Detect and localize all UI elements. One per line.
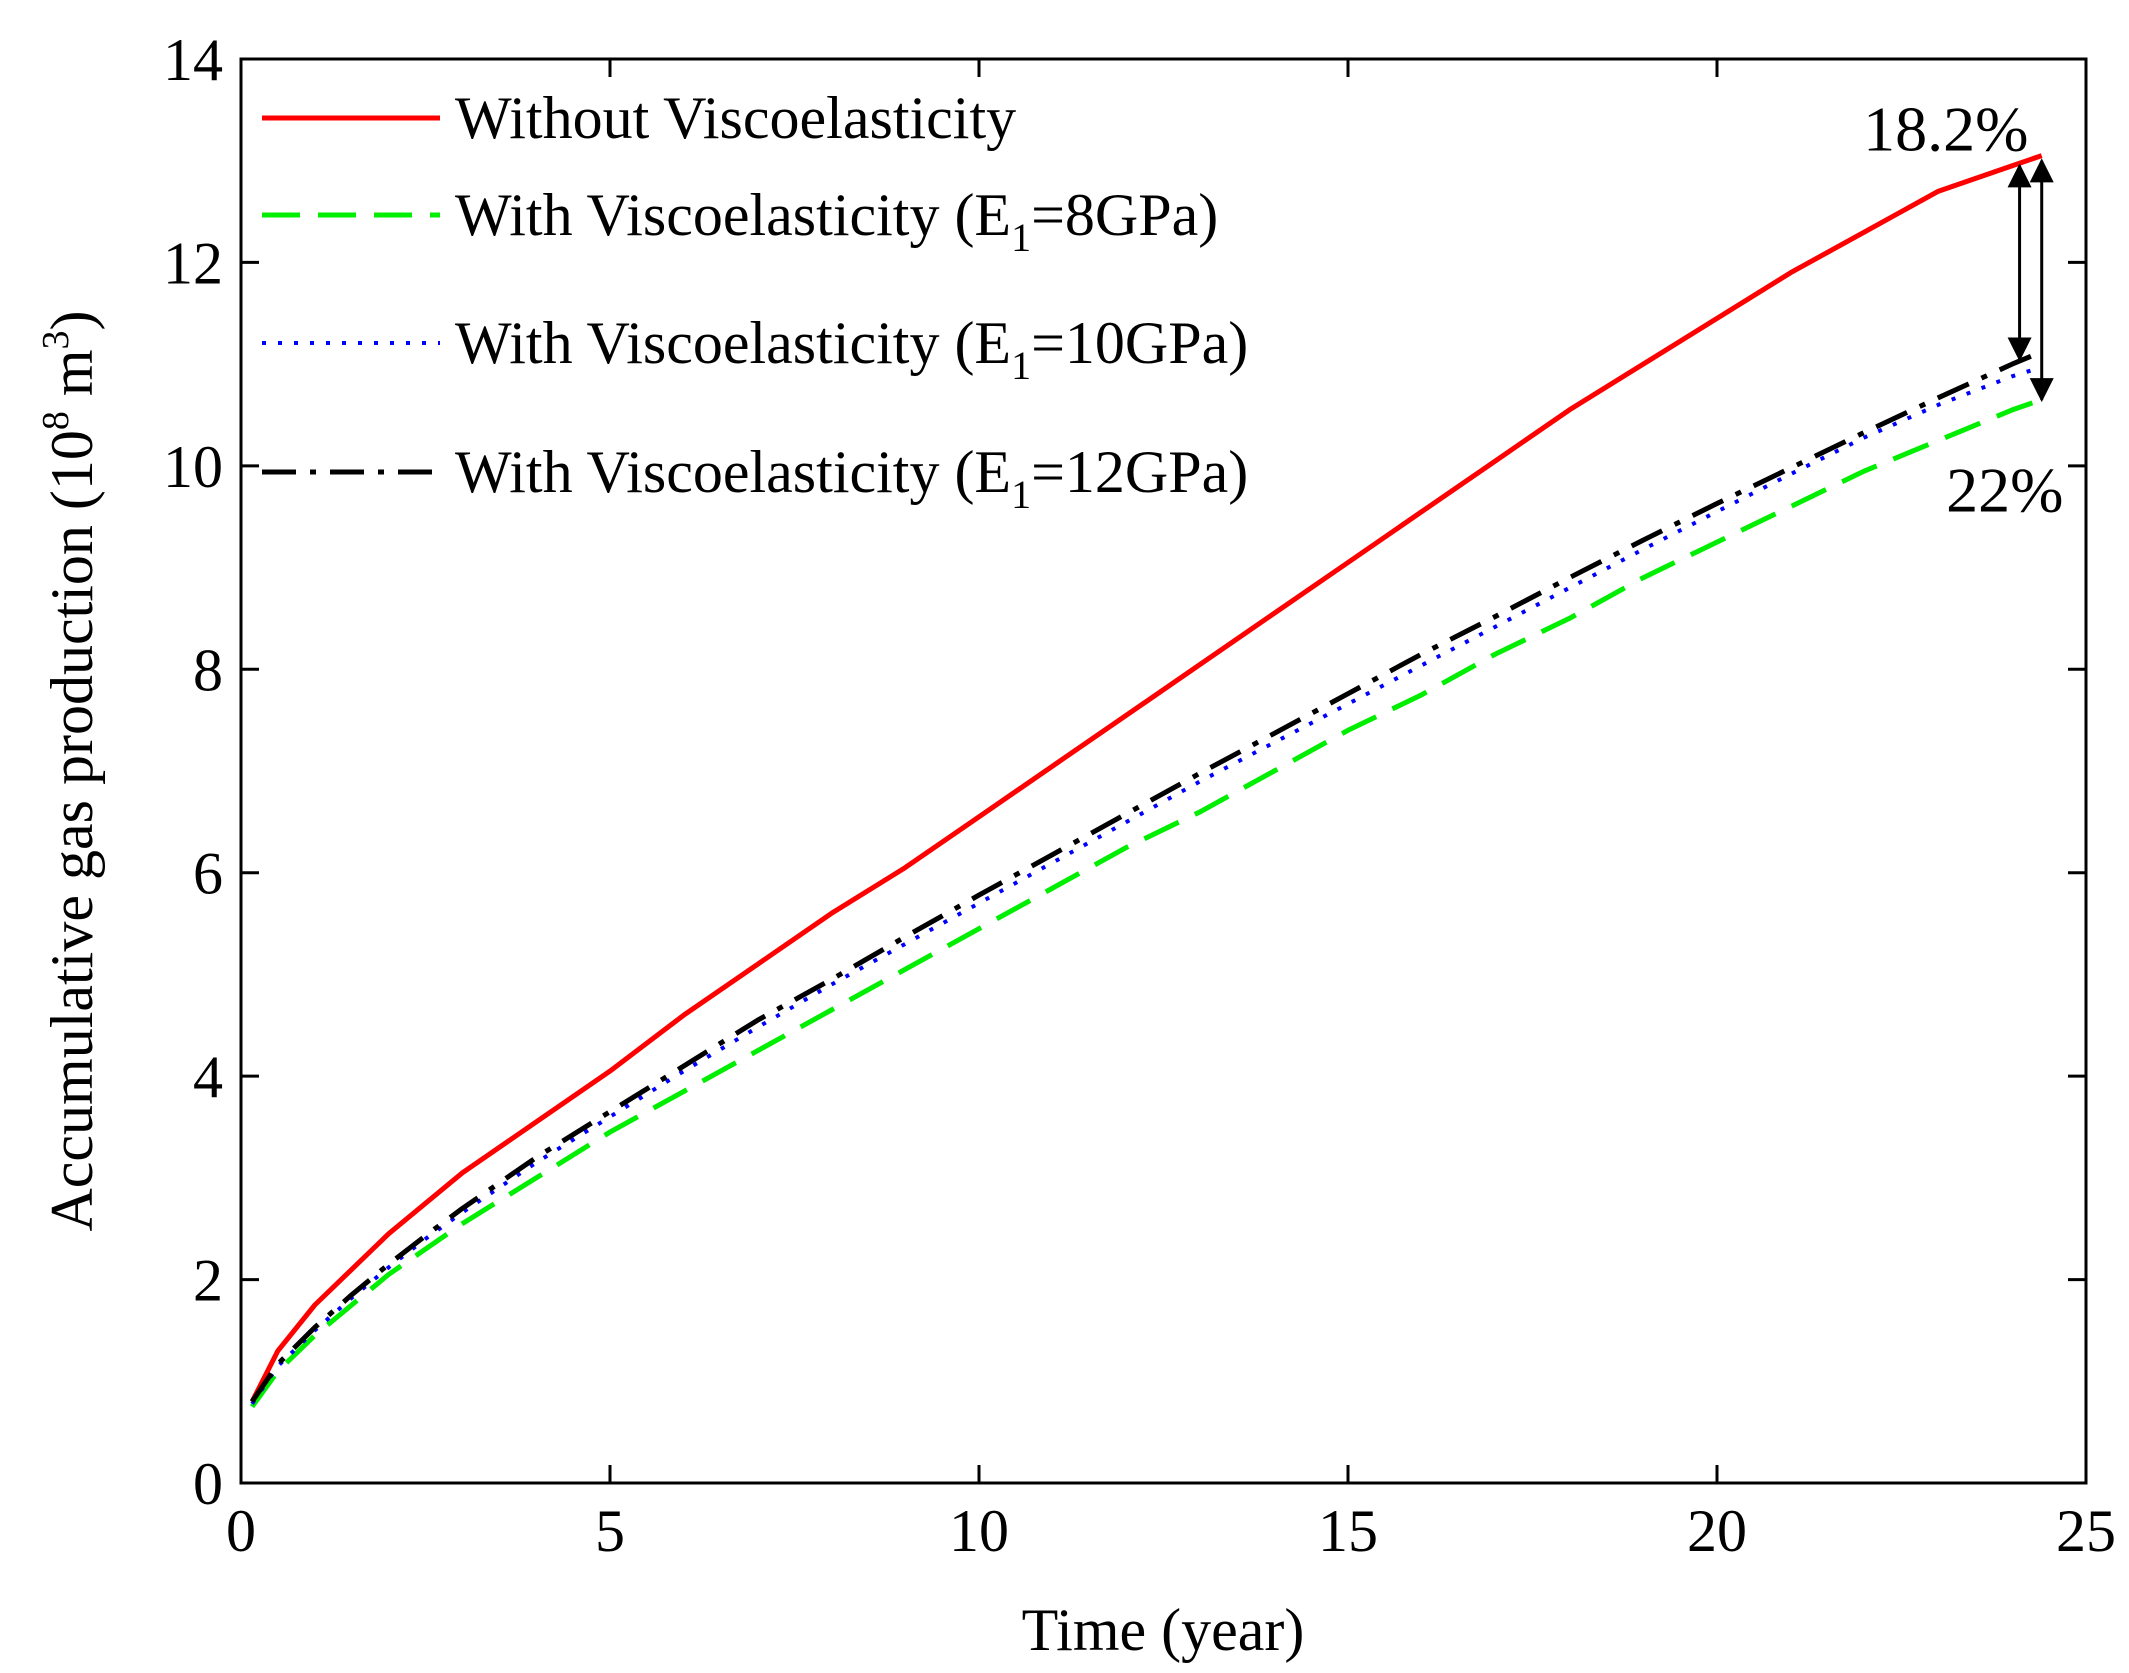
series-line-1 — [250, 397, 2043, 1409]
annotation-18-2-percent: 18.2% — [1863, 94, 2028, 165]
legend-label-e8-end: =8GPa) — [1031, 182, 1218, 248]
legend-label-without: Without Viscoelasticity — [455, 85, 1016, 151]
legend-label-e12: With Viscoelasticity (E1=12GPa) — [455, 439, 1248, 517]
y-tick-label: 10 — [163, 434, 223, 500]
y-axis-label-exp2: 3 — [35, 330, 77, 349]
x-axis-label: Time (year) — [1022, 1597, 1305, 1663]
legend-label-e8: With Viscoelasticity (E1=8GPa) — [455, 182, 1218, 260]
legend-label-e10-sub: 1 — [1011, 343, 1031, 388]
legend-label-e8-main: With Viscoelasticity (E — [455, 182, 1011, 248]
y-tick-label: 6 — [193, 841, 223, 907]
legend: Without Viscoelasticity With Viscoelasti… — [262, 85, 1248, 517]
x-tick-label: 10 — [949, 1498, 1009, 1564]
y-tick-label: 2 — [193, 1248, 223, 1314]
y-tick-label: 12 — [163, 230, 223, 296]
plot-area-frame — [239, 57, 2088, 1485]
series-line-0 — [249, 153, 2043, 1403]
legend-label-e10-main: With Viscoelasticity (E — [455, 310, 1011, 376]
legend-label-e10: With Viscoelasticity (E1=10GPa) — [455, 310, 1248, 388]
annotation-22-percent: 22% — [1946, 455, 2063, 526]
y-tick-label: 0 — [193, 1451, 223, 1517]
x-tick-label: 0 — [226, 1498, 256, 1564]
axis-ticks — [239, 57, 2088, 1485]
y-axis-label-mid: m — [39, 349, 105, 411]
y-axis-label-exp: 8 — [35, 411, 77, 430]
y-tick-label: 4 — [193, 1044, 223, 1110]
y-tick-label: 14 — [163, 27, 223, 93]
x-tick-label: 25 — [2056, 1498, 2116, 1564]
series-lines — [249, 153, 2043, 1409]
series-line-2 — [250, 365, 2043, 1405]
x-tick-label: 15 — [1318, 1498, 1378, 1564]
x-tick-label: 5 — [595, 1498, 625, 1564]
y-axis-label-end: ) — [39, 310, 105, 330]
legend-label-e10-end: =10GPa) — [1031, 310, 1248, 376]
legend-label-e12-sub: 1 — [1011, 472, 1031, 517]
x-tick-label: 20 — [1687, 1498, 1747, 1564]
legend-label-e8-sub: 1 — [1011, 215, 1031, 260]
legend-label-e12-end: =12GPa) — [1031, 439, 1248, 505]
tick-labels: 0 5 10 15 20 25 0 2 4 6 8 10 12 14 — [163, 27, 2116, 1564]
series-line-3 — [250, 349, 2043, 1404]
y-axis-label: Accumulative gas production (108 m3) — [35, 310, 105, 1231]
annotation-arrows — [2007, 158, 2054, 403]
legend-label-e12-main: With Viscoelasticity (E — [455, 439, 1011, 505]
y-axis-label-main: Accumulative gas production (10 — [39, 430, 105, 1231]
y-tick-label: 8 — [193, 637, 223, 703]
